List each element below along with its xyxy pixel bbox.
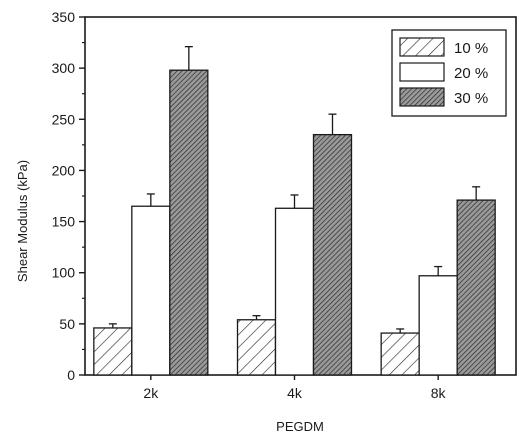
y-tick-label: 350 [52,9,76,25]
legend-swatch [399,62,445,82]
bar [380,332,420,376]
bar [131,205,171,376]
legend-label: 10 % [454,40,488,57]
y-tick-label: 300 [52,60,76,76]
x-tick-label: 4k [287,385,303,401]
bar [418,275,458,376]
bar [169,69,209,376]
legend: 10 % 20 % 30 % [391,29,507,117]
legend-swatch [399,37,445,57]
bar [456,199,496,376]
x-axis: 2k 4k 8k [143,375,447,401]
bar [274,207,315,376]
y-tick-label: 150 [52,214,76,230]
legend-label: 30 % [454,90,488,107]
bar [93,327,133,376]
y-tick-label: 200 [52,162,76,178]
legend-swatch [399,87,445,107]
x-axis-title: PEGDM [276,419,324,434]
x-tick-label: 2k [143,385,159,401]
bar [236,319,277,376]
legend-label: 20 % [454,65,488,82]
y-tick-label: 0 [67,367,75,383]
bar [312,133,353,376]
x-tick-label: 8k [431,385,447,401]
bars [93,46,496,376]
y-axis-title: Shear Modulus (kPa) [15,160,30,282]
y-axis: 0 50 100 150 200 250 300 350 [52,9,85,383]
y-tick-label: 50 [59,316,75,332]
y-tick-label: 100 [52,265,76,281]
y-tick-label: 250 [52,111,76,127]
